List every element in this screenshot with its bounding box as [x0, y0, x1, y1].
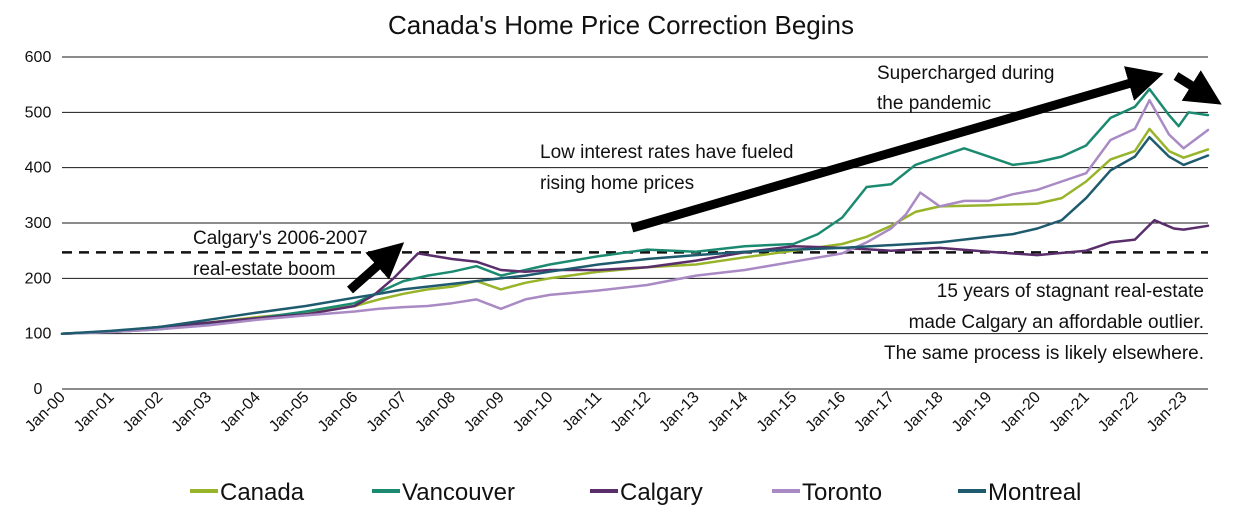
x-tick-label: Jan-18 — [900, 389, 947, 436]
y-tick-label: 600 — [25, 49, 52, 66]
annotation-calgary-boom: Calgary's 2006-2007 real-estate boom — [193, 228, 368, 280]
legend-item-montreal: Montreal — [958, 479, 1081, 506]
y-tick-label: 500 — [25, 104, 52, 121]
x-tick-label: Jan-07 — [364, 389, 411, 436]
x-tick-label: Jan-20 — [998, 389, 1045, 436]
x-tick-label: Jan-23 — [1144, 389, 1191, 436]
x-tick-label: Jan-12 — [607, 389, 654, 436]
series-line-montreal — [60, 135, 1210, 335]
x-axis-ticks: Jan-00 Jan-01 Jan-02 Jan-03 Jan-04 Jan-05 Jan-… — [22, 389, 1190, 436]
legend-label: Toronto — [802, 479, 882, 506]
legend-item-vancouver: Vancouver — [372, 479, 515, 506]
series-lines — [60, 87, 1210, 335]
x-tick-label: Jan-13 — [656, 389, 703, 436]
x-tick-label: Jan-11 — [559, 389, 605, 435]
x-tick-label: Jan-04 — [217, 389, 264, 436]
x-tick-label: Jan-05 — [266, 389, 313, 436]
x-tick-label: Jan-19 — [949, 389, 996, 436]
x-tick-label: Jan-15 — [754, 389, 801, 436]
y-tick-label: 100 — [25, 326, 52, 343]
annotation-interest-rates: Low interest rates have fueled rising ho… — [540, 142, 794, 194]
annotation-calgary-line-2: real-estate boom — [193, 259, 336, 280]
legend-item-toronto: Toronto — [772, 479, 882, 506]
x-tick-label: Jan-21 — [1046, 389, 1093, 436]
arrow-low-interest-rates — [630, 66, 1164, 233]
x-tick-label: Jan-03 — [169, 389, 216, 436]
annotation-stagnant-line-2: made Calgary an affordable outlier. — [909, 312, 1204, 333]
legend-item-canada: Canada — [190, 479, 305, 506]
annotation-pandemic-line-1: Supercharged during — [877, 63, 1054, 84]
annotation-calgary-line-1: Calgary's 2006-2007 — [193, 228, 368, 249]
x-tick-label: Jan-02 — [120, 389, 167, 436]
annotation-stagnant-line-3: The same process is likely elsewhere. — [884, 343, 1204, 364]
x-tick-label: Jan-10 — [510, 389, 557, 436]
legend-label: Montreal — [988, 479, 1081, 506]
annotation-stagnant: 15 years of stagnant real-estate made Ca… — [884, 281, 1204, 364]
annotation-pandemic: Supercharged during the pandemic — [877, 63, 1054, 114]
x-tick-label: Jan-09 — [461, 389, 508, 436]
y-tick-label: 300 — [25, 215, 52, 232]
x-tick-label: Jan-22 — [1095, 389, 1142, 436]
series-line-vancouver — [60, 87, 1210, 335]
y-tick-label: 400 — [25, 160, 52, 177]
legend-item-calgary: Calgary — [590, 479, 703, 506]
y-axis-ticks: 0 100 200 300 400 500 600 — [25, 49, 52, 398]
legend-label: Calgary — [620, 479, 703, 506]
x-tick-label: Jan-14 — [705, 389, 752, 436]
series-line-toronto — [60, 98, 1210, 335]
chart-title: Canada's Home Price Correction Begins — [388, 10, 854, 40]
legend-label: Vancouver — [402, 479, 515, 506]
y-tick-label: 0 — [34, 381, 43, 398]
x-tick-label: Jan-08 — [412, 389, 459, 436]
annotation-interest-line-2: rising home prices — [540, 173, 694, 194]
annotation-arrows — [347, 66, 1222, 294]
x-tick-label: Jan-17 — [851, 389, 898, 436]
legend-label: Canada — [220, 479, 305, 506]
annotation-pandemic-line-2: the pandemic — [877, 93, 991, 114]
gridlines — [62, 56, 1208, 390]
annotation-stagnant-line-1: 15 years of stagnant real-estate — [937, 281, 1204, 302]
x-tick-label: Jan-01 — [71, 389, 118, 436]
series-line-calgary — [60, 218, 1210, 335]
x-tick-label: Jan-06 — [315, 389, 362, 436]
arrow-calgary-boom — [347, 242, 405, 294]
arrow-correction — [1173, 70, 1222, 105]
x-tick-label: Jan-00 — [22, 389, 69, 436]
annotation-interest-line-1: Low interest rates have fueled — [540, 142, 794, 163]
x-tick-label: Jan-16 — [802, 389, 849, 436]
y-tick-label: 200 — [25, 270, 52, 287]
legend: Canada Vancouver Calgary Toronto Montreal — [190, 479, 1081, 506]
